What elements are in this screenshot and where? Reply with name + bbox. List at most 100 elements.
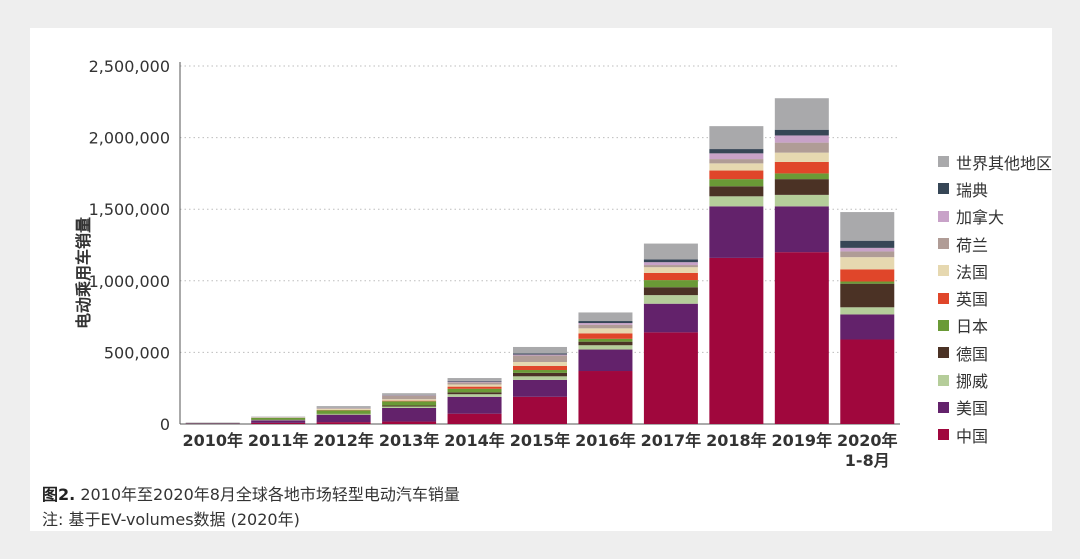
legend-swatch: [938, 401, 949, 413]
bar-segment: [643, 272, 698, 281]
x-tick-label: 2013年: [379, 431, 440, 450]
bar-segment: [643, 267, 698, 273]
y-tick-label: 2,000,000: [89, 129, 170, 148]
bar-segment: [840, 307, 895, 315]
y-tick-label: 0: [160, 415, 170, 434]
bar-segment: [709, 257, 764, 424]
y-tick-label: 2,500,000: [89, 57, 170, 76]
legend-label: 法国: [956, 262, 989, 282]
bar-segment: [774, 152, 829, 162]
bar-segment: [578, 345, 633, 350]
legend-item: 德国: [938, 339, 1052, 366]
bar-segment: [316, 408, 371, 410]
bar-segment: [709, 196, 764, 207]
legend-swatch: [938, 429, 949, 441]
legend-item: 法国: [938, 257, 1052, 284]
legend-item: 美国: [938, 394, 1052, 421]
bar-segment: [578, 323, 633, 325]
bar-segment: [840, 251, 895, 258]
bar-segment: [774, 173, 829, 180]
legend-item: 加拿大: [938, 203, 1052, 230]
bar-segment: [840, 269, 895, 282]
legend-label: 德国: [956, 344, 989, 364]
bar-segment: [840, 257, 895, 270]
bar-segment: [578, 341, 633, 346]
legend-item: 世界其他地区: [938, 148, 1052, 175]
bar-segment: [382, 393, 437, 395]
bar-segment: [513, 370, 567, 373]
bar-segment: [709, 163, 764, 171]
bar-segment: [774, 206, 829, 253]
legend-swatch: [938, 319, 949, 331]
bar-segment: [578, 328, 633, 334]
bar-segment: [578, 349, 633, 372]
bar-segment: [709, 126, 764, 150]
bar-segment: [578, 312, 633, 322]
bar-segment: [578, 371, 633, 424]
figure-note: 注: 基于EV-volumes数据 (2020年): [42, 510, 300, 529]
bar-segment: [447, 380, 502, 382]
bar-segment: [840, 283, 895, 308]
legend-swatch: [938, 347, 949, 359]
legend-item: 中国: [938, 421, 1052, 448]
legend-swatch: [938, 265, 949, 277]
x-tick-label: 2011年: [248, 431, 309, 450]
bar-segment: [513, 353, 567, 355]
x-tick-label: 2020年: [837, 431, 898, 450]
legend-label: 加拿大: [956, 208, 1005, 228]
bar-segment: [643, 262, 698, 266]
bar-segment: [382, 401, 437, 406]
x-tick-label: 1-8月: [845, 451, 890, 470]
bar-segment: [447, 381, 502, 383]
bar-segment: [709, 149, 764, 154]
bar-segment: [578, 324, 633, 329]
bar-segment: [316, 410, 371, 414]
bar-segment: [447, 388, 502, 393]
figure-caption: 图2. 2010年至2020年8月全球各地市场轻型电动汽车销量: [42, 481, 460, 505]
x-tick-label: 2018年: [706, 431, 767, 450]
legend-label: 美国: [956, 399, 989, 419]
x-tick-label: 2012年: [313, 431, 374, 450]
bar-segment: [840, 212, 895, 241]
bar-segment: [709, 170, 764, 180]
figure-card: 0 500,000 1,000,000 1,500,000 2,000,000 2,500…: [30, 28, 1052, 531]
y-tick-label: 1,500,000: [89, 200, 170, 219]
legend-item: 日本: [938, 312, 1052, 339]
bar-segment: [382, 405, 437, 407]
bar-segment: [774, 142, 829, 153]
bar-segment: [840, 240, 895, 248]
bar-segment: [382, 400, 437, 402]
y-tick-label: 500,000: [104, 343, 170, 362]
bar-segment: [774, 252, 829, 424]
bar-segment: [513, 354, 567, 356]
bar-segment: [643, 243, 698, 260]
legend-label: 瑞典: [956, 180, 989, 200]
bar-segment: [643, 280, 698, 288]
legend-item: 荷兰: [938, 230, 1052, 257]
x-tick-label: 2014年: [444, 431, 505, 450]
bar-segment: [382, 395, 437, 400]
bar-segment: [774, 135, 829, 143]
legend-item: 英国: [938, 284, 1052, 311]
bar-segment: [578, 333, 633, 339]
legend-swatch: [938, 292, 949, 304]
bar-segment: [513, 372, 567, 377]
bar-segment: [774, 179, 829, 195]
bar-segment: [447, 394, 502, 397]
bar-segment: [447, 413, 502, 424]
bar-segment: [447, 378, 502, 381]
x-tick-label: 2019年: [772, 431, 833, 450]
bar-segment: [643, 287, 698, 296]
bar-segment: [447, 386, 502, 389]
bar-segment: [643, 332, 698, 424]
bar-segment: [643, 259, 698, 263]
bar-segment: [513, 355, 567, 362]
bar-segment: [840, 314, 895, 340]
bar-segment: [774, 194, 829, 207]
legend-label: 世界其他地区: [956, 153, 1053, 173]
bar-segment: [840, 339, 895, 424]
legend-swatch: [938, 156, 949, 168]
bar-segment: [251, 417, 306, 420]
bar-segment: [643, 295, 698, 304]
bar-segment: [513, 376, 567, 380]
